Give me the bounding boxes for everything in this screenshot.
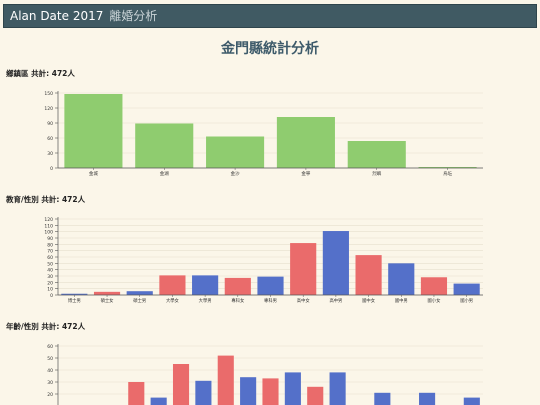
bar[interactable] xyxy=(172,364,190,405)
x-tick-label: 金湖 xyxy=(160,170,169,177)
y-tick-label: 20 xyxy=(47,392,53,398)
y-tick-label: 90 xyxy=(47,236,53,242)
x-tick-label: 大學男 xyxy=(199,297,212,304)
bar[interactable] xyxy=(355,255,382,295)
x-tick-label: 烏坵 xyxy=(443,170,452,177)
x-tick-label: 金沙 xyxy=(231,170,240,177)
y-tick-label: 20 xyxy=(47,280,53,286)
bar[interactable] xyxy=(159,275,186,295)
app-subtitle[interactable]: 離婚分析 xyxy=(109,9,158,23)
y-tick-label: 60 xyxy=(47,136,53,142)
app-header: Alan Date 2017 離婚分析 xyxy=(3,4,537,28)
y-tick-label: 100 xyxy=(44,230,53,236)
x-tick-label: 烈嶼 xyxy=(372,170,381,177)
x-tick-label: 高中男 xyxy=(329,297,342,304)
x-tick-label: 金城 xyxy=(89,170,98,177)
x-tick-label: 碩士男 xyxy=(133,297,146,304)
y-tick-label: 0 xyxy=(50,293,53,299)
bar[interactable] xyxy=(463,397,480,405)
y-tick-label: 30 xyxy=(47,151,53,157)
section-label-education: 教育/性別 共計: 472人 xyxy=(6,195,86,204)
bar[interactable] xyxy=(419,392,436,405)
y-tick-label: 0 xyxy=(50,166,53,172)
y-tick-label: 50 xyxy=(47,356,53,362)
x-tick-label: 高中女 xyxy=(297,297,311,304)
bar[interactable] xyxy=(240,377,257,405)
y-tick-label: 150 xyxy=(44,91,53,97)
x-tick-label: 國小女 xyxy=(428,297,442,304)
y-tick-label: 70 xyxy=(47,249,53,255)
y-tick-label: 110 xyxy=(44,223,53,229)
y-tick-label: 30 xyxy=(47,274,53,280)
bar[interactable] xyxy=(192,275,219,295)
page-title: 金門縣統計分析 xyxy=(221,41,319,57)
bar[interactable] xyxy=(61,293,88,295)
x-tick-label: 金寧 xyxy=(301,170,310,177)
bar[interactable] xyxy=(329,372,346,405)
age-gender-bar-chart: 20 30 40 50 60 xyxy=(47,344,483,405)
y-tick-label: 40 xyxy=(47,368,53,374)
bar[interactable] xyxy=(64,94,123,168)
x-tick-label: 碩士女 xyxy=(101,297,115,304)
bar[interactable] xyxy=(290,243,317,295)
bar[interactable] xyxy=(276,117,335,168)
bar[interactable] xyxy=(195,380,212,405)
section-label-age: 年齡/性別 共計: 472人 xyxy=(6,322,86,331)
y-tick-label: 40 xyxy=(47,268,53,274)
bar[interactable] xyxy=(126,291,153,295)
app-title[interactable]: Alan Date 2017 xyxy=(10,9,104,23)
y-tick-label: 80 xyxy=(47,242,53,248)
bar[interactable] xyxy=(128,382,145,405)
bar[interactable] xyxy=(217,355,234,405)
y-tick-label: 60 xyxy=(47,344,53,350)
bar[interactable] xyxy=(284,372,301,405)
bar[interactable] xyxy=(388,263,415,295)
x-tick-label: 國小男 xyxy=(460,297,473,304)
bar[interactable] xyxy=(418,167,477,168)
x-tick-label: 國中女 xyxy=(362,297,376,304)
bar[interactable] xyxy=(262,378,279,405)
y-tick-label: 50 xyxy=(47,261,53,267)
bar[interactable] xyxy=(307,386,324,405)
section-label-district: 鄉鎮區 共計: 472人 xyxy=(6,69,75,78)
bar[interactable] xyxy=(93,291,121,295)
x-tick-label: 大學女 xyxy=(166,297,180,304)
x-tick-label: 專科女 xyxy=(231,297,245,304)
bar[interactable] xyxy=(224,277,251,295)
bar[interactable] xyxy=(374,392,391,405)
bar[interactable] xyxy=(150,397,167,405)
x-tick-label: 專科男 xyxy=(264,297,277,304)
y-tick-label: 120 xyxy=(44,106,53,112)
y-tick-label: 30 xyxy=(47,380,53,386)
y-tick-label: 10 xyxy=(47,287,53,293)
bar[interactable] xyxy=(206,136,265,169)
bar[interactable] xyxy=(257,276,284,295)
y-tick-label: 90 xyxy=(47,121,53,127)
x-tick-label: 國中男 xyxy=(395,297,408,304)
bar[interactable] xyxy=(420,277,448,295)
bar[interactable] xyxy=(322,231,349,295)
district-bar-chart: 0 30 60 90 120 150 金城 金湖 金沙 金寧 烈嶼 烏坵 xyxy=(44,91,483,177)
bar[interactable] xyxy=(135,123,194,169)
x-tick-label: 博士男 xyxy=(68,297,81,304)
y-tick-label: 60 xyxy=(47,255,53,261)
bar[interactable] xyxy=(347,141,406,168)
y-tick-label: 120 xyxy=(44,217,53,223)
bar[interactable] xyxy=(453,283,480,295)
